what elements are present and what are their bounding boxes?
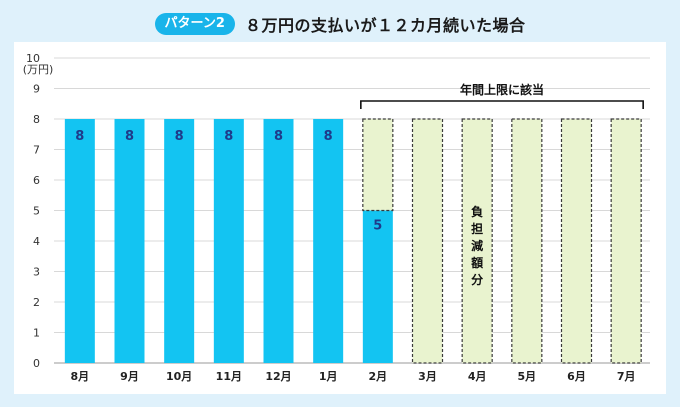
- bar-value-label: 8: [125, 129, 134, 144]
- x-tick-label: 1月: [319, 370, 338, 383]
- reduction-label-char: 担: [471, 221, 483, 236]
- y-tick-label: 9: [33, 83, 40, 96]
- y-axis-unit: (万円): [23, 63, 54, 76]
- header: パターン2 ８万円の支払いが１２カ月続いた場合: [0, 12, 680, 36]
- bar-reduced: [461, 118, 493, 364]
- x-tick-label: 5月: [518, 370, 537, 383]
- bar-value-label: 5: [373, 219, 382, 234]
- reduction-label-char: 減: [471, 238, 483, 253]
- x-tick-label: 9月: [120, 370, 139, 383]
- bar-value-label: 8: [324, 129, 333, 144]
- y-tick-label: 5: [33, 205, 40, 218]
- chart-title: ８万円の支払いが１２カ月続いた場合: [244, 16, 526, 35]
- y-tick-label: 10: [26, 52, 40, 65]
- bar-paid: [114, 119, 145, 363]
- y-tick-label: 0: [33, 357, 40, 370]
- y-tick-label: 4: [33, 235, 40, 248]
- bar-paid: [213, 119, 244, 363]
- cap-bracket: [360, 100, 644, 109]
- bar-paid: [362, 210, 393, 363]
- bar-paid: [263, 119, 294, 363]
- cap-bracket-label: 年間上限に該当: [460, 82, 544, 97]
- x-tick-label: 10月: [166, 370, 192, 383]
- x-tick-label: 2月: [369, 370, 388, 383]
- y-tick-label: 7: [33, 144, 40, 157]
- bar-paid: [164, 119, 195, 363]
- x-tick-label: 3月: [418, 370, 437, 383]
- bar-value-label: 8: [224, 129, 233, 144]
- y-tick-label: 2: [33, 296, 40, 309]
- bar-reduced: [511, 118, 543, 364]
- x-tick-label: 8月: [71, 370, 90, 383]
- reduction-label-char: 分: [471, 272, 483, 287]
- bar-value-label: 8: [175, 129, 184, 144]
- y-tick-label: 3: [33, 266, 40, 279]
- reduction-label-char: 負: [471, 204, 483, 219]
- bar-value-label: 8: [274, 129, 283, 144]
- x-tick-label: 7月: [617, 370, 636, 383]
- y-tick-label: 6: [33, 174, 40, 187]
- x-tick-label: 6月: [567, 370, 586, 383]
- bar-paid: [64, 119, 95, 363]
- x-tick-label: 4月: [468, 370, 487, 383]
- bar-reduced: [411, 118, 444, 364]
- bar-reduced: [362, 118, 394, 212]
- bar-value-label: 8: [75, 129, 84, 144]
- bar-paid: [313, 119, 344, 363]
- x-tick-label: 12月: [265, 370, 291, 383]
- y-tick-label: 8: [33, 113, 40, 126]
- bar-reduced: [610, 118, 642, 364]
- pattern-badge: パターン2: [154, 13, 235, 35]
- bar-reduced: [560, 118, 593, 364]
- reduction-label-char: 額: [470, 255, 483, 270]
- y-tick-label: 1: [33, 327, 40, 340]
- x-tick-label: 11月: [216, 370, 242, 383]
